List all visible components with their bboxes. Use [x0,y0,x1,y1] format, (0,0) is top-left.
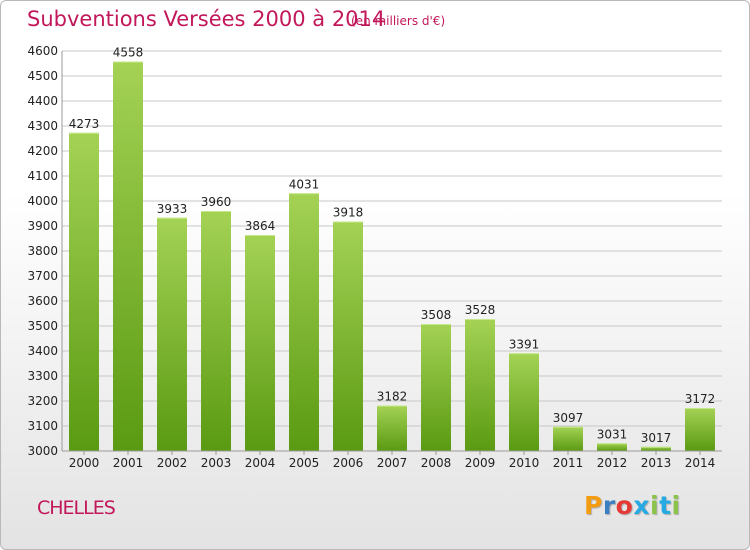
y-tick-label: 3500 [27,319,58,333]
data-label: 3182 [377,390,408,404]
x-tick-label: 2012 [597,456,628,470]
bar [245,235,275,451]
data-label: 4558 [113,46,144,60]
logo-letter: r [602,491,616,520]
bar [289,193,319,451]
bar [685,408,715,451]
proxiti-logo: Proxiti [584,491,681,520]
y-tick-label: 3900 [27,219,58,233]
x-tick-label: 2008 [421,456,452,470]
bar [465,319,495,451]
y-tick-label: 4300 [27,119,58,133]
y-tick-label: 3200 [27,394,58,408]
y-tick-label: 4500 [27,69,58,83]
data-label: 3864 [245,219,276,233]
y-tick-label: 3000 [27,444,58,458]
data-label: 4031 [289,177,320,191]
data-label: 3172 [685,392,716,406]
x-tick-label: 2007 [377,456,408,470]
city-name: CHELLES [37,497,116,519]
bar [597,443,627,451]
data-label: 4273 [69,117,100,131]
bars [69,61,715,451]
y-tick-label: 4000 [27,194,58,208]
y-tick-label: 4600 [27,44,58,58]
bar [553,426,583,451]
x-tick-label: 2005 [289,456,320,470]
x-tick-label: 2004 [245,456,276,470]
x-tick-label: 2002 [157,456,188,470]
x-tick-label: 2013 [641,456,672,470]
y-tick-label: 4400 [27,94,58,108]
y-tick-label: 3600 [27,294,58,308]
axes [61,51,722,455]
x-tick-label: 2009 [465,456,496,470]
x-tick-label: 2014 [685,456,716,470]
logo-letter: i [671,491,681,520]
data-label: 3960 [201,195,232,209]
bar [641,446,671,451]
bar [69,132,99,451]
chart-title: Subventions Versées 2000 à 2014 [27,7,386,31]
logo-letter: x [633,491,650,520]
chart-unit: (en milliers d'€) [351,14,446,28]
data-label: 3508 [421,308,452,322]
x-tick-label: 2000 [69,456,100,470]
bar [509,353,539,451]
logo-letter: i [650,491,660,520]
data-label: 3528 [465,303,496,317]
data-label: 3097 [553,411,584,425]
x-tick-label: 2010 [509,456,540,470]
data-label: 3933 [157,202,188,216]
logo-letter: t [659,491,672,520]
y-tick-label: 3300 [27,369,58,383]
bar [157,217,187,451]
data-label: 3918 [333,206,364,220]
bar [333,221,363,451]
y-tick-label: 3100 [27,419,58,433]
bar [201,211,231,451]
logo-letter: o [615,491,634,520]
labels: 3000 3100 3200 3300 3400 3500 3600 3700 3800 3900… [27,44,715,470]
x-tick-label: 2011 [553,456,584,470]
data-label: 3031 [597,427,628,441]
y-tick-label: 3800 [27,244,58,258]
y-tick-label: 4200 [27,144,58,158]
bar [421,324,451,451]
x-tick-label: 2003 [201,456,232,470]
data-label: 3017 [641,431,672,445]
bar [377,405,407,451]
bar [113,61,143,451]
x-tick-label: 2006 [333,456,364,470]
y-tick-label: 3400 [27,344,58,358]
logo-letter: P [584,491,603,520]
y-tick-label: 3700 [27,269,58,283]
y-tick-label: 4100 [27,169,58,183]
x-tick-label: 2001 [113,456,144,470]
data-label: 3391 [509,337,540,351]
